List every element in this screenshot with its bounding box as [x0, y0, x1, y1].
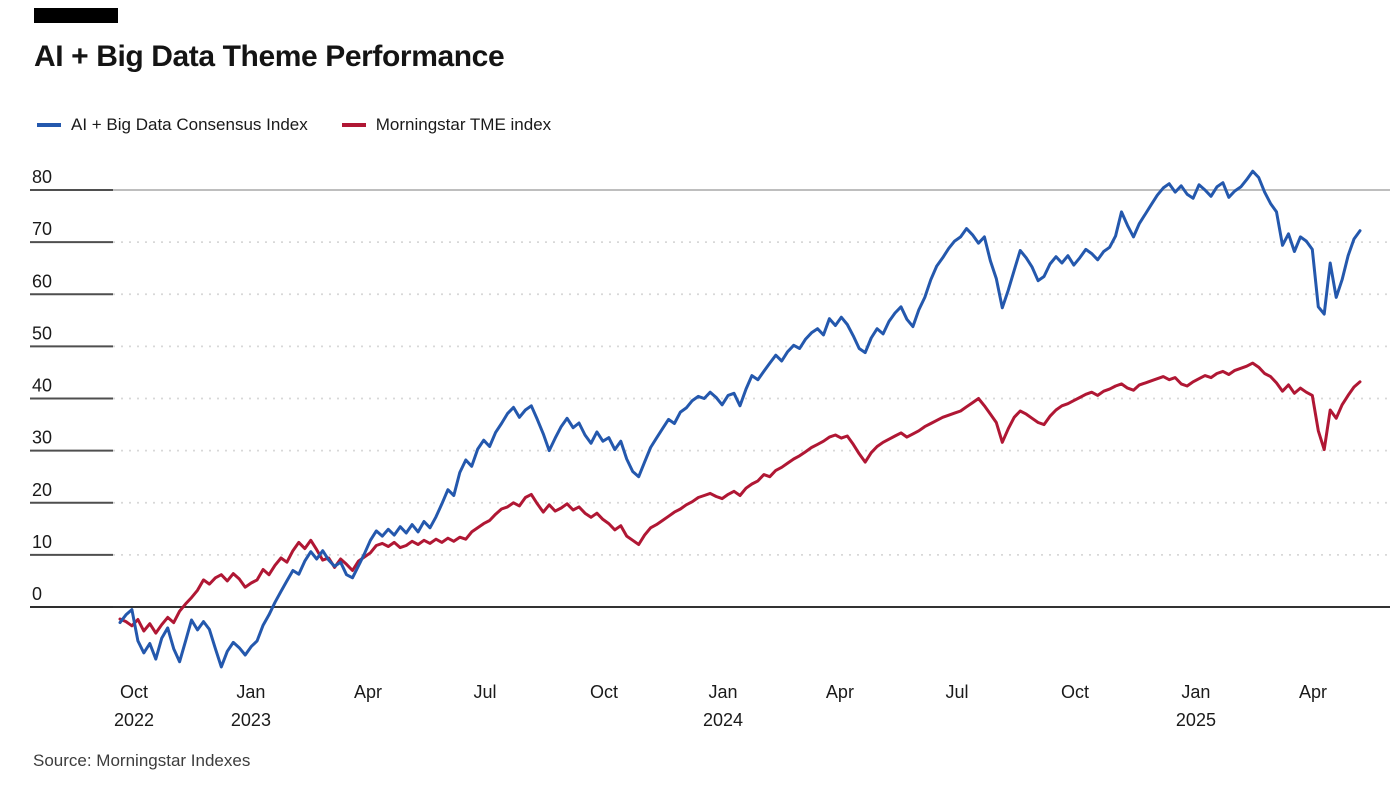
x-axis-month-label: Jul: [474, 682, 497, 702]
x-axis-month-label: Oct: [120, 682, 148, 702]
x-axis-month-label: Oct: [590, 682, 618, 702]
legend-label-tme-index: Morningstar TME index: [375, 115, 552, 134]
y-axis-tick-label: 80: [32, 167, 52, 187]
y-axis-tick-label: 40: [32, 376, 52, 396]
y-axis-tick-label: 10: [32, 532, 52, 552]
y-axis-tick-label: 60: [32, 271, 52, 291]
x-axis-month-label: Apr: [1299, 682, 1327, 702]
x-axis-month-label: Jul: [945, 682, 968, 702]
blue-line-swatch-icon: [37, 123, 61, 127]
red-line-swatch-icon: [341, 123, 366, 127]
x-axis-month-label: Jan: [708, 682, 737, 702]
series-line-consensus-index: [118, 169, 1362, 669]
x-axis-month-label: Oct: [1061, 682, 1089, 702]
x-axis-month-label: Apr: [826, 682, 854, 702]
source-note: Source: Morningstar Indexes: [33, 751, 251, 770]
x-axis-month-label: Jan: [236, 682, 265, 702]
chart-title: AI + Big Data Theme Performance: [34, 40, 505, 73]
y-axis-tick-label: 70: [32, 219, 52, 239]
x-axis-year-label: 2024: [703, 710, 743, 730]
y-axis-tick-label: 50: [32, 323, 52, 343]
brand-bar: [34, 8, 118, 23]
y-axis-tick-label: 20: [32, 480, 52, 500]
legend-label-consensus-index: AI + Big Data Consensus Index: [71, 115, 308, 134]
legend-item-tme-index: Morningstar TME index: [341, 115, 552, 135]
legend: AI + Big Data Consensus Index Morningsta…: [37, 115, 551, 135]
x-axis-month-label: Jan: [1181, 682, 1210, 702]
x-axis-year-label: 2025: [1176, 710, 1216, 730]
legend-item-consensus-index: AI + Big Data Consensus Index: [37, 115, 308, 135]
x-axis-month-label: Apr: [354, 682, 382, 702]
y-axis-tick-label: 30: [32, 428, 52, 448]
x-axis-year-label: 2023: [231, 710, 271, 730]
y-axis-tick-label: 0: [32, 584, 42, 604]
x-axis-year-label: 2022: [114, 710, 154, 730]
